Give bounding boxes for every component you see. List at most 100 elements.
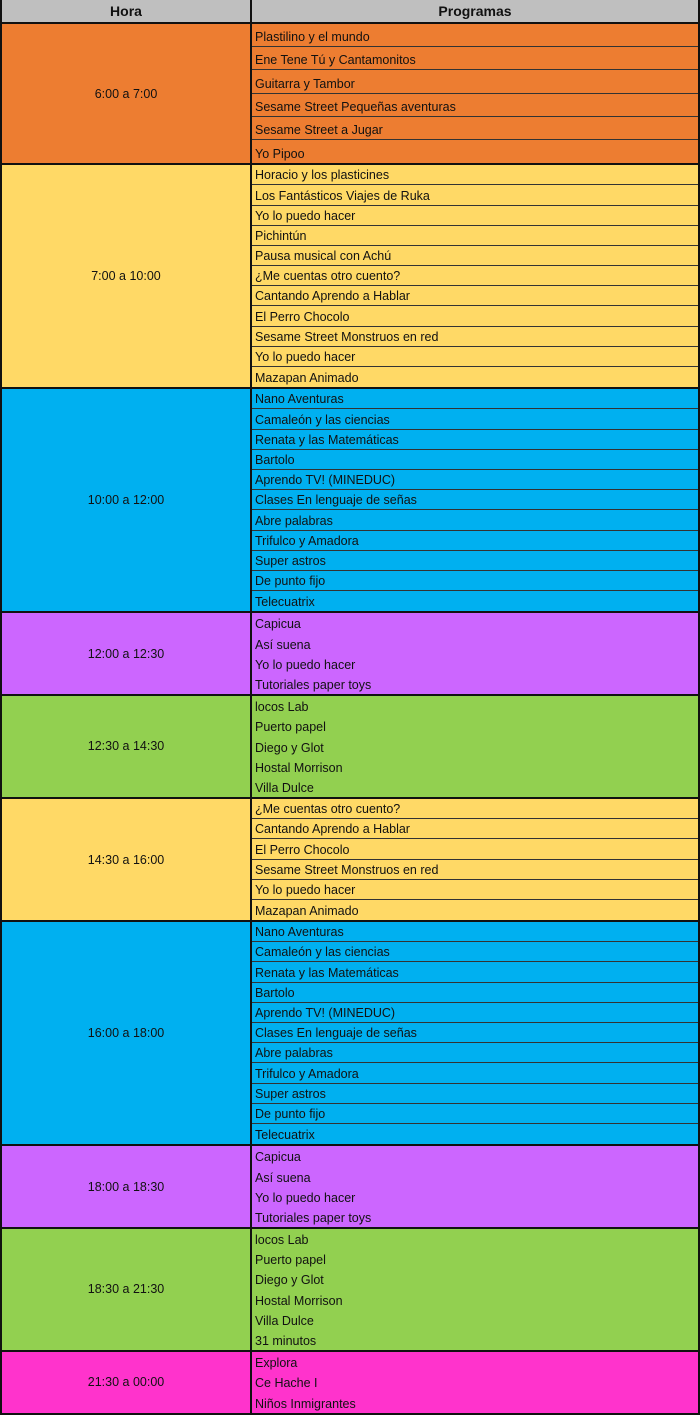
program-cell: Renata y las Matemáticas: [252, 962, 698, 983]
program-cell: Explora: [255, 1356, 298, 1371]
program-cell: Clases En lenguaje de señas: [252, 1023, 698, 1044]
program-cell: Así suena: [255, 637, 311, 652]
program-cell: Super astros: [252, 1084, 698, 1104]
time-block: 21:30 a 00:00 Explora Ce Hache I Niños Inmi…: [2, 1352, 698, 1415]
time-slot-cell: 18:30 a 21:30: [2, 1228, 252, 1350]
program-cell: El Perro Chocolo: [252, 306, 698, 327]
program-cell: Bartolo: [252, 983, 698, 1003]
time-block: 16:00 a 18:00 Nano Aventuras Camaleón y la…: [2, 922, 698, 1147]
program-cell: Pichintún: [252, 226, 698, 246]
table-body: 6:00 a 7:00 Plastilino y el mundo Ene Tene…: [2, 24, 698, 1415]
program-cell: Puerto papel: [255, 1253, 326, 1268]
time-slot-cell: 16:00 a 18:00: [2, 922, 252, 1145]
program-cell: Ene Tene Tú y Cantamonitos: [252, 47, 698, 71]
program-cell: Tutoriales paper toys: [255, 1210, 372, 1225]
program-cell: Yo lo puedo hacer: [255, 1190, 356, 1205]
time-slot-cell: 14:30 a 16:00: [2, 798, 252, 921]
program-list: Horacio y los plasticines Los Fantásticos…: [252, 165, 698, 387]
time-slot-cell: 10:00 a 12:00: [2, 389, 252, 612]
header-programas: Programas: [438, 3, 512, 19]
program-cell: Tutoriales paper toys: [255, 678, 372, 692]
program-cell: Capicua: [255, 1150, 301, 1165]
time-slot-cell: 18:00 a 18:30: [2, 1146, 252, 1227]
program-cell: Cantando Aprendo a Hablar: [252, 819, 698, 840]
program-cell: Los Fantásticos Viajes de Ruka: [252, 185, 698, 206]
program-cell: Trifulco y Amadora: [252, 1063, 698, 1084]
program-cell: Yo lo puedo hacer: [252, 347, 698, 367]
time-block: 10:00 a 12:00 Nano Aventuras Camaleón y la…: [2, 389, 698, 614]
program-cell: Abre palabras: [252, 510, 698, 531]
time-slot-cell: 6:00 a 7:00: [2, 24, 252, 164]
program-cell: Yo lo puedo hacer: [255, 657, 356, 672]
time-block: 18:30 a 21:30 locos Lab Puerto papel Diego …: [2, 1228, 698, 1352]
program-cell: Nano Aventuras: [252, 922, 698, 943]
program-cell: Puerto papel: [255, 720, 326, 735]
program-cell: Mazapan Animado: [255, 371, 359, 386]
program-cell: Horacio y los plasticines: [252, 165, 698, 186]
program-cell: Cantando Aprendo a Hablar: [252, 286, 698, 307]
program-cell: Ce Hache I: [255, 1376, 318, 1391]
program-cell: Bartolo: [252, 450, 698, 470]
time-block: 6:00 a 7:00 Plastilino y el mundo Ene Tene…: [2, 24, 698, 166]
program-cell: Abre palabras: [252, 1043, 698, 1064]
program-list: Plastilino y el mundo Ene Tene Tú y Canta…: [252, 24, 698, 163]
time-block: 12:00 a 12:30 Capicua Así suena Yo lo puedo…: [2, 613, 698, 696]
program-list: Capicua Así suena Yo lo puedo hacer Tutoria…: [252, 1146, 698, 1227]
table-header: Hora Programas: [2, 0, 698, 24]
program-cell: Hostal Morrison: [255, 760, 343, 775]
program-cell: locos Lab: [255, 700, 309, 715]
program-list: Nano Aventuras Camaleón y las ciencias Ren…: [252, 922, 698, 1144]
program-cell: Mazapan Animado: [255, 904, 359, 919]
program-cell: Diego y Glot: [255, 1273, 324, 1288]
program-list: Nano Aventuras Camaleón y las ciencias Ren…: [252, 389, 698, 611]
program-cell: Sesame Street Pequeñas aventuras: [252, 94, 698, 117]
program-list: Capicua Así suena Yo lo puedo hacer Tutoria…: [252, 613, 698, 694]
program-list: locos Lab Puerto papel Diego y Glot Hostal …: [252, 1229, 698, 1350]
time-slot-cell: 12:30 a 14:30: [2, 696, 252, 797]
program-cell: El Perro Chocolo: [252, 839, 698, 860]
program-cell: Telecuatrix: [255, 1128, 315, 1143]
program-cell: Diego y Glot: [255, 740, 324, 755]
program-cell: Así suena: [255, 1170, 311, 1185]
program-cell: Plastilino y el mundo: [252, 24, 698, 48]
time-block: 18:00 a 18:30 Capicua Así suena Yo lo puedo…: [2, 1146, 698, 1229]
program-cell: ¿Me cuentas otro cuento?: [252, 799, 698, 820]
program-cell: Trifulco y Amadora: [252, 531, 698, 551]
time-block: 12:30 a 14:30 locos Lab Puerto papel Diego …: [2, 696, 698, 799]
program-cell: Yo lo puedo hacer: [252, 206, 698, 226]
time-slot-cell: 21:30 a 00:00: [2, 1352, 252, 1413]
program-cell: Aprendo TV! (MINEDUC): [252, 470, 698, 491]
program-cell: Sesame Street Monstruos en red: [252, 327, 698, 347]
program-cell: Niños Inmigrantes: [255, 1396, 356, 1411]
program-cell: Aprendo TV! (MINEDUC): [252, 1003, 698, 1023]
time-block: 14:30 a 16:00 ¿Me cuentas otro cuento? Can…: [2, 798, 698, 923]
program-cell: Sesame Street a Jugar: [252, 117, 698, 140]
program-cell: Pausa musical con Achú: [252, 246, 698, 267]
program-cell: Hostal Morrison: [255, 1293, 343, 1308]
time-block: 7:00 a 10:00 Horacio y los plasticines Los…: [2, 165, 698, 390]
program-list: locos Lab Puerto papel Diego y Glot Hostal …: [252, 696, 698, 797]
program-list: ¿Me cuentas otro cuento? Cantando Aprendo…: [252, 799, 698, 920]
program-cell: Guitarra y Tambor: [252, 70, 698, 94]
program-list: Explora Ce Hache I Niños Inmigrantes: [252, 1352, 698, 1413]
program-cell: Renata y las Matemáticas: [252, 430, 698, 450]
program-cell: Camaleón y las ciencias: [252, 942, 698, 963]
program-cell: Villa Dulce: [255, 780, 314, 795]
program-cell: Villa Dulce: [255, 1313, 314, 1328]
program-cell: Telecuatrix: [255, 595, 315, 610]
time-slot-cell: 7:00 a 10:00: [2, 165, 252, 388]
program-cell: De punto fijo: [252, 1104, 698, 1124]
program-cell: Sesame Street Monstruos en red: [252, 860, 698, 880]
program-cell: Clases En lenguaje de señas: [252, 490, 698, 511]
program-cell: Super astros: [252, 551, 698, 571]
program-cell: Yo Pipoo: [255, 147, 305, 162]
program-cell: 31 minutos: [255, 1334, 317, 1348]
program-cell: Camaleón y las ciencias: [252, 409, 698, 430]
time-slot-cell: 12:00 a 12:30: [2, 613, 252, 694]
program-cell: Capicua: [255, 617, 301, 632]
program-cell: Nano Aventuras: [252, 389, 698, 410]
program-cell: locos Lab: [255, 1233, 309, 1248]
program-cell: De punto fijo: [252, 571, 698, 592]
program-cell: Yo lo puedo hacer: [252, 880, 698, 900]
